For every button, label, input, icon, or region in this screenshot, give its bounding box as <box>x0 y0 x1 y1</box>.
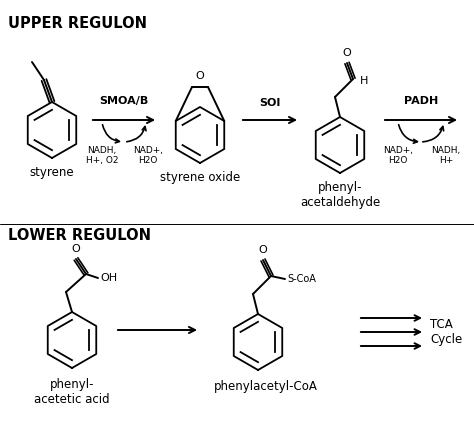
Text: phenyl-
acetaldehyde: phenyl- acetaldehyde <box>300 181 380 209</box>
Text: NAD+,
H2O: NAD+, H2O <box>383 146 413 165</box>
Text: H: H <box>360 76 368 86</box>
Text: O: O <box>259 245 267 255</box>
Text: phenylacetyl-CoA: phenylacetyl-CoA <box>214 380 318 393</box>
Text: SMOA/B: SMOA/B <box>100 96 149 106</box>
Text: LOWER REGULON: LOWER REGULON <box>8 228 151 243</box>
Text: NADH,
H+, O2: NADH, H+, O2 <box>86 146 118 165</box>
Text: styrene: styrene <box>30 166 74 179</box>
Text: phenyl-
acetetic acid: phenyl- acetetic acid <box>34 378 110 406</box>
Text: SOI: SOI <box>259 98 281 108</box>
Text: UPPER REGULON: UPPER REGULON <box>8 16 147 31</box>
Text: O: O <box>72 244 81 254</box>
Text: O: O <box>343 48 351 58</box>
Text: TCA
Cycle: TCA Cycle <box>430 318 462 346</box>
Text: NAD+,
H2O: NAD+, H2O <box>133 146 163 165</box>
Text: styrene oxide: styrene oxide <box>160 171 240 184</box>
Text: NADH,
H+: NADH, H+ <box>431 146 461 165</box>
Text: O: O <box>196 71 204 81</box>
Text: OH: OH <box>100 273 117 283</box>
Text: PADH: PADH <box>404 96 438 106</box>
Text: S-CoA: S-CoA <box>287 274 316 284</box>
